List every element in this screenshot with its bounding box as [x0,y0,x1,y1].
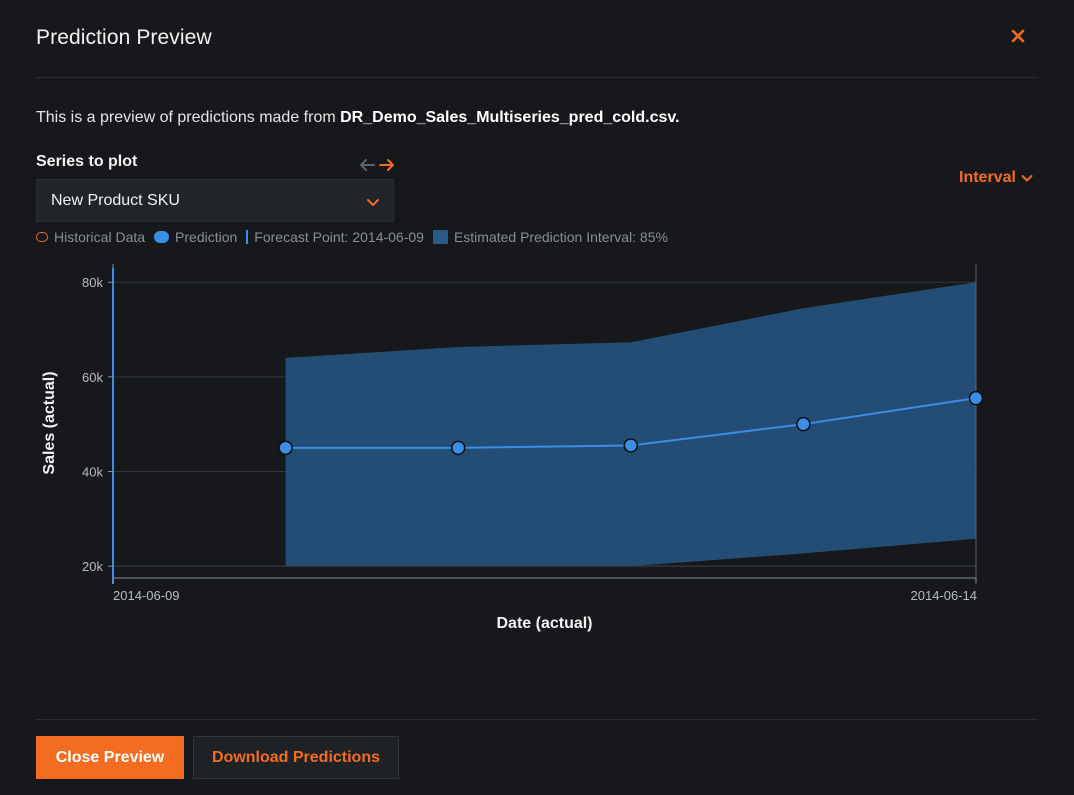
series-navigation [358,156,398,176]
next-series-arrow-icon[interactable] [378,156,396,174]
source-filename: DR_Demo_Sales_Multiseries_pred_cold.csv. [340,109,680,126]
prediction-point-3[interactable] [796,416,811,432]
chart-legend: Historical Data Prediction Forecast Poin… [36,228,677,246]
download-predictions-button[interactable]: Download Predictions [193,736,399,779]
historical-swatch [36,232,48,242]
chevron-down-icon [1021,175,1033,182]
legend-label-prediction: Prediction [175,229,238,245]
series-select-value: New Product SKU [51,192,180,209]
prediction-point-2[interactable] [623,438,639,453]
y-tick-label-2: 60k [82,370,103,385]
legend-item-historical[interactable]: Historical Data [36,229,145,245]
legend-item-forecast-point[interactable]: Forecast Point: 2014-06-09 [246,229,424,245]
interval-toggle-label: Interval [959,169,1016,186]
legend-item-prediction[interactable]: Prediction [154,229,237,245]
prediction-point-0[interactable] [278,440,293,456]
legend-label-interval: Estimated Prediction Interval: 85% [453,229,668,245]
y-tick-label-1: 40k [82,465,103,480]
x-tick-label-0: 2014-06-09 [113,588,180,603]
description-text: This is a preview of predictions made fr… [36,109,341,126]
prediction-interval-band [285,282,977,567]
x-axis-title: Date (actual) [496,615,592,632]
x-tick-label-1: 2014-06-14 [911,588,978,603]
interval-toggle[interactable]: Interval [959,169,1034,187]
modal-title: Prediction Preview [36,26,212,49]
y-tick-label-0: 20k [82,559,103,574]
forecast-point-swatch [246,230,249,244]
chevron-down-icon [365,194,381,210]
prediction-point-4[interactable] [968,390,984,406]
close-preview-button[interactable]: Close Preview [36,736,184,779]
series-to-plot-label: Series to plot [36,153,138,170]
preview-description: This is a preview of predictions made fr… [36,109,680,127]
legend-label-historical: Historical Data [54,229,146,245]
legend-item-interval[interactable]: Estimated Prediction Interval: 85% [432,229,668,245]
prediction-point-1[interactable] [450,440,466,456]
legend-label-forecast-point: Forecast Point: 2014-06-09 [254,229,424,245]
prediction-chart: 20k 40k 60k 80k 2014-06-09 2014-06-14 Date (ac… [41,264,984,632]
previous-series-arrow-icon[interactable] [358,156,376,174]
y-tick-label-3: 80k [82,275,103,290]
prediction-swatch [154,231,170,243]
close-icon[interactable] [1006,24,1030,48]
y-axis-title: Sales (actual) [41,371,58,474]
header-divider [36,77,1038,78]
footer-divider [36,719,1038,720]
interval-swatch [432,230,448,244]
series-select[interactable]: New Product SKU [36,179,394,222]
